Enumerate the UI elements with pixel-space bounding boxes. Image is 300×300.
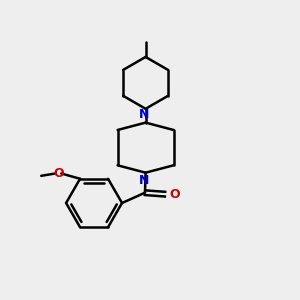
Text: N: N: [139, 174, 149, 187]
Text: N: N: [139, 108, 149, 121]
Text: O: O: [54, 167, 64, 180]
Text: O: O: [169, 188, 180, 201]
